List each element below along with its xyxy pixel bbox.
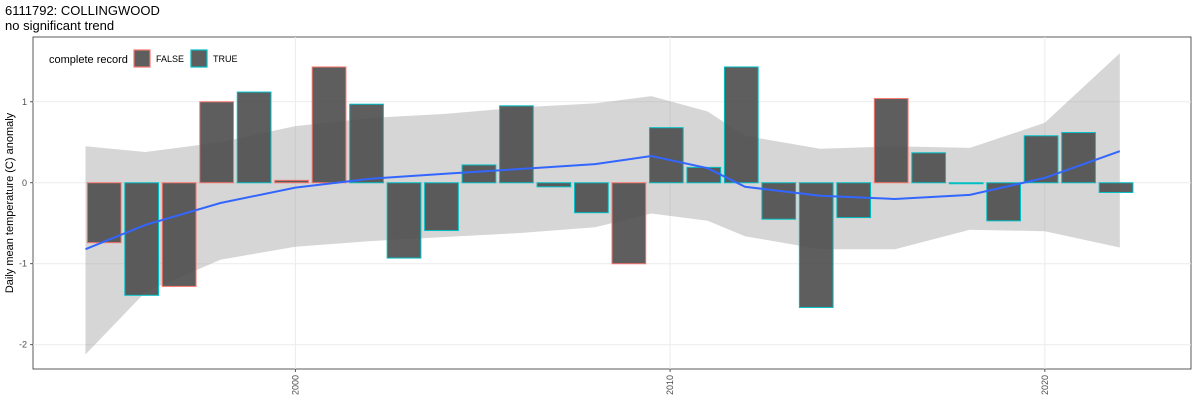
- legend-key-false: [133, 49, 151, 68]
- bar: [311, 66, 347, 184]
- trend-line: [85, 150, 1121, 251]
- bar: [461, 164, 497, 184]
- bar: [948, 182, 984, 185]
- bar: [686, 166, 722, 184]
- bar: [648, 127, 684, 184]
- y-axis-label: Daily mean temperature (C) anomaly: [4, 112, 16, 293]
- legend-label-true: TRUE: [213, 54, 238, 64]
- bar: [836, 182, 872, 219]
- bar: [986, 182, 1021, 222]
- bar: [236, 91, 272, 184]
- bar: [761, 182, 797, 220]
- bar: [161, 182, 197, 287]
- bar: [86, 182, 122, 244]
- bar: [199, 101, 234, 184]
- x-axis: 2000 2010 2020: [290, 369, 1050, 395]
- bar: [536, 182, 572, 188]
- bar: [1098, 182, 1134, 193]
- legend-title: complete record: [49, 54, 128, 66]
- bar: [124, 182, 160, 296]
- x-tick-label: 2000: [290, 375, 300, 395]
- bar: [424, 182, 459, 232]
- legend: complete record FALSE TRUE: [49, 49, 238, 68]
- bar: [911, 152, 947, 184]
- bar: [611, 182, 647, 265]
- bar: [574, 182, 609, 214]
- y-tick-label: 0: [22, 178, 27, 188]
- chart-title: 6111792: COLLINGWOOD: [5, 3, 160, 18]
- bar: [1061, 132, 1096, 184]
- bar: [349, 103, 384, 184]
- bar: [274, 179, 309, 184]
- trend-line-layer: [85, 150, 1121, 251]
- legend-key-true: [190, 49, 208, 68]
- y-tick-label: -1: [19, 259, 27, 269]
- bar: [873, 98, 909, 184]
- bar: [499, 105, 534, 184]
- y-tick-label: 1: [22, 97, 27, 107]
- bars-layer: [86, 66, 1134, 308]
- chart-subtitle: no significant trend: [5, 18, 115, 33]
- x-tick-label: 2010: [665, 375, 675, 395]
- y-tick-label: -2: [19, 340, 27, 350]
- bar: [798, 182, 834, 308]
- bar: [723, 66, 759, 184]
- bar: [386, 182, 422, 259]
- x-tick-label: 2020: [1040, 375, 1050, 395]
- legend-label-false: FALSE: [156, 54, 184, 64]
- y-axis: -2 -1 0 1: [19, 97, 33, 350]
